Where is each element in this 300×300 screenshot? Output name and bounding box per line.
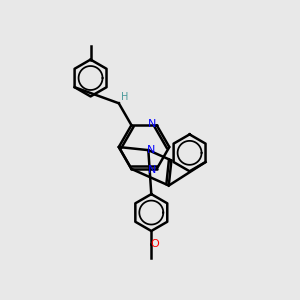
Text: H: H [122, 92, 129, 102]
Text: N: N [148, 119, 156, 129]
Text: O: O [150, 239, 159, 249]
Text: N: N [148, 165, 156, 176]
Text: N: N [147, 145, 155, 155]
